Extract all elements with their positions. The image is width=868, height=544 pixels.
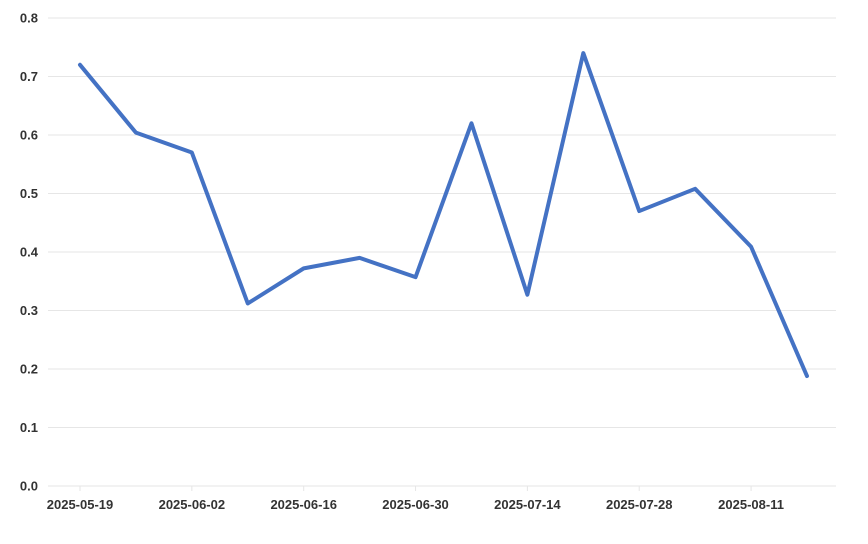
y-tick-label: 0.0 (20, 479, 38, 494)
y-tick-label: 0.4 (20, 245, 39, 260)
y-tick-label: 0.6 (20, 128, 38, 143)
x-tick-label: 2025-06-02 (159, 497, 226, 512)
y-tick-label: 0.8 (20, 11, 38, 26)
axes: 0.0 0.1 0.2 0.3 0.4 0.5 0.6 0.7 0.8 2025-05-19 202… (20, 11, 836, 512)
gridlines (48, 17, 836, 428)
y-tick-label: 0.7 (20, 69, 38, 84)
x-tick-label: 2025-06-16 (270, 497, 337, 512)
series-line (78, 51, 809, 379)
x-tick-label: 2025-06-30 (382, 497, 449, 512)
y-tick-label: 0.5 (20, 186, 38, 201)
y-tick-label: 0.2 (20, 362, 38, 377)
x-tick-label: 2025-05-19 (47, 497, 114, 512)
series-layer (78, 51, 809, 379)
x-tick-label: 2025-07-28 (606, 497, 673, 512)
y-tick-label: 0.3 (20, 303, 38, 318)
x-tick-label: 2025-07-14 (494, 497, 561, 512)
y-tick-label: 0.1 (20, 420, 38, 435)
x-tick-label: 2025-08-11 (718, 497, 784, 512)
